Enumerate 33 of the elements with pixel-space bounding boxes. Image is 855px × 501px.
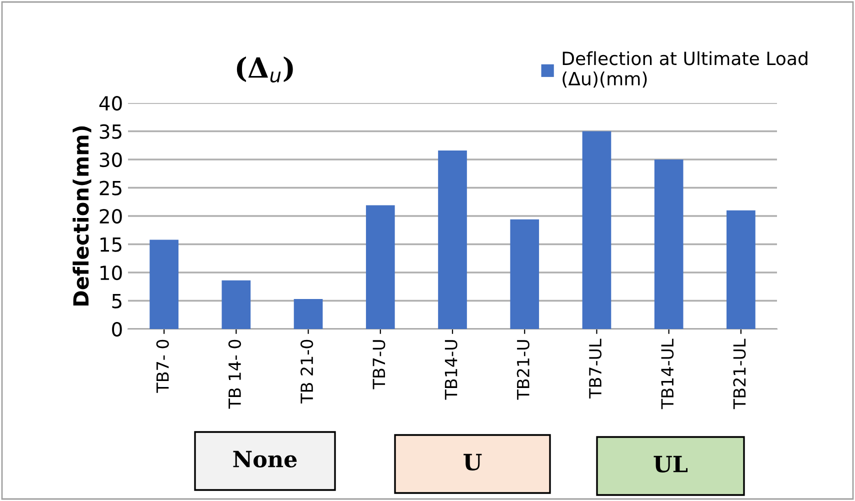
x-tick-label: TB7- 0 <box>156 340 169 393</box>
y-tick-label: 10 <box>100 265 122 280</box>
text: UL <box>654 456 688 472</box>
bar <box>438 150 467 329</box>
text: U <box>464 454 482 470</box>
chart-title: (Δ$_{u}$) <box>236 56 293 82</box>
x-tick-label: TB14-U <box>444 340 458 400</box>
y-tick-label: 35 <box>100 124 122 139</box>
y-tick-label: 40 <box>99 96 122 111</box>
y-tick-label: 0 <box>112 322 122 337</box>
y-tick-label: 25 <box>100 180 122 196</box>
bar <box>222 280 251 329</box>
y-tick-label: 15 <box>100 237 122 252</box>
bar <box>510 219 540 329</box>
bar <box>150 240 178 329</box>
y-axis-title: Deflection(mm) <box>72 126 92 306</box>
bar <box>726 210 756 329</box>
bar <box>654 160 684 329</box>
legend-label: Deflection at Ultimate Load (Δu)(mm) <box>562 51 808 88</box>
bar <box>582 131 612 329</box>
y-tick-label: 30 <box>100 152 122 168</box>
x-tick-label: TB14-UL <box>661 338 674 410</box>
x-tick-label: TB7-U <box>372 340 386 390</box>
x-tick-label: TB21-UL <box>733 338 746 410</box>
x-tick-label: TB 21-0 <box>300 340 314 404</box>
bar <box>366 205 395 329</box>
text: None <box>233 450 297 468</box>
x-tick-label: TB21-U <box>516 340 530 400</box>
y-tick-label: 5 <box>112 294 122 308</box>
x-tick-label: TB 14- 0 <box>228 340 242 409</box>
bar <box>294 299 323 329</box>
x-tick-label: TB7-UL <box>589 338 602 398</box>
y-tick-label: 20 <box>100 208 122 224</box>
